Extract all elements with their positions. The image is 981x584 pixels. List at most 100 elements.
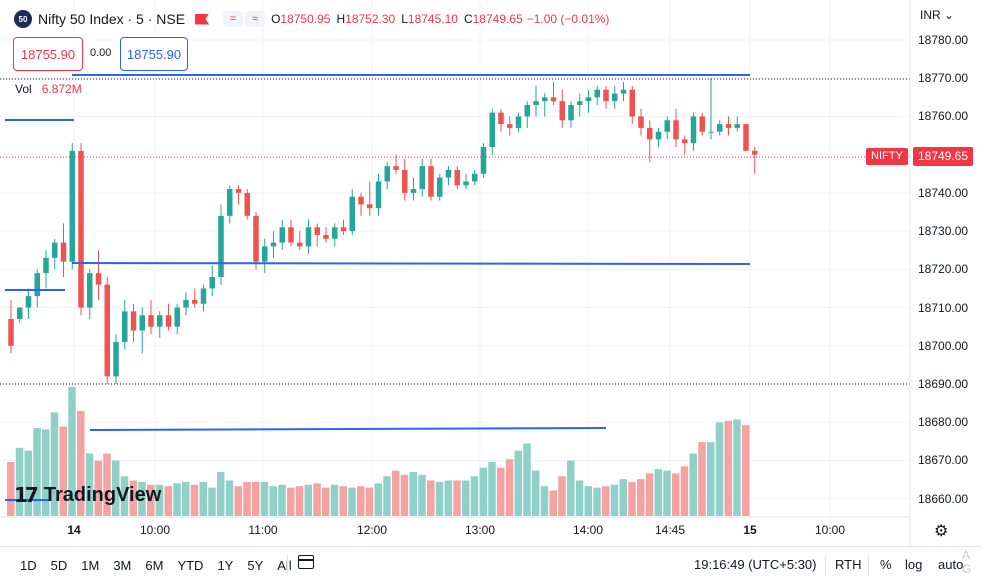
auto-scale-button[interactable]: auto: [938, 557, 964, 572]
buy-button[interactable]: 18755.90: [120, 37, 188, 71]
candle-body: [585, 97, 592, 102]
trend-line: [89, 427, 607, 431]
time-tick-label: 14:00: [572, 523, 604, 537]
range-1m[interactable]: 1M: [81, 558, 100, 573]
range-5y[interactable]: 5Y: [247, 558, 264, 573]
volume-bar: [252, 481, 260, 516]
volume-bar: [155, 484, 164, 516]
candle-body: [542, 97, 548, 102]
volume-bars: [7, 386, 750, 516]
volume-bar: [42, 429, 50, 516]
bottom-toolbar: 1D 5D 1M 3M 6M YTD 1Y 5Y All 19:16:49 (U…: [0, 546, 981, 584]
range-5d[interactable]: 5D: [50, 558, 68, 573]
tradingview-logo[interactable]: 17 TradingView: [14, 483, 161, 507]
sell-button[interactable]: 18755.90: [13, 37, 83, 71]
price-tick-label: 18660.00: [918, 491, 969, 506]
price-tick-label: 18700.00: [918, 338, 969, 353]
volume-bar: [707, 442, 715, 516]
volume-bar: [278, 484, 286, 516]
volume-bar: [304, 484, 312, 516]
candle-body: [620, 89, 627, 94]
range-1d[interactable]: 1D: [20, 558, 37, 573]
candle-body: [358, 196, 364, 205]
wave-icon[interactable]: ≈: [245, 11, 266, 27]
volume-bar: [374, 483, 382, 516]
time-tick-label: 11:00: [248, 523, 278, 537]
volume-bar: [698, 442, 706, 516]
price-tick-label: 18720.00: [918, 262, 969, 277]
candle-body: [60, 242, 67, 262]
candle-body: [603, 89, 609, 102]
percent-scale-button[interactable]: %: [880, 557, 892, 572]
ohlc-close: C18749.65: [463, 12, 523, 26]
indicator-toggles[interactable]: = ≈: [223, 11, 266, 27]
volume-label: Vol: [15, 82, 32, 96]
volume-bar: [689, 453, 697, 516]
candle-body: [17, 307, 23, 320]
candle-body: [218, 215, 224, 277]
ohlc-change: −1.00 (−0.01%): [526, 12, 610, 26]
volume-bar: [418, 474, 426, 516]
range-3m[interactable]: 3M: [113, 558, 132, 573]
volume-bar: [225, 480, 234, 516]
volume-bar: [357, 486, 365, 516]
log-scale-button[interactable]: log: [905, 557, 923, 572]
symbol-title[interactable]: Nifty 50 Index · 5 · NSE: [38, 11, 186, 27]
volume-bar: [479, 467, 487, 516]
price-tick-label: 18730.00: [918, 224, 969, 239]
candle-body: [192, 299, 198, 304]
candle-body: [717, 124, 723, 132]
volume-bar: [733, 419, 741, 516]
price-tick-label: 18670.00: [918, 453, 969, 468]
volume-bar: [409, 471, 417, 516]
candle-body: [279, 227, 285, 243]
volume-bar: [199, 481, 207, 516]
candle-body: [367, 204, 373, 209]
volume-bar: [532, 470, 540, 516]
equals-icon[interactable]: =: [223, 11, 244, 27]
time-tick-label: 15: [743, 523, 757, 537]
range-ytd[interactable]: YTD: [177, 558, 204, 573]
flag-icon[interactable]: [195, 13, 210, 25]
symbol-badge[interactable]: 50: [14, 10, 32, 28]
price-tick-label: 18740.00: [918, 185, 969, 200]
volume-bar: [182, 481, 190, 516]
candle-body: [174, 307, 180, 327]
candle-body: [437, 177, 443, 197]
volume-bar: [33, 427, 41, 516]
volume-bar: [7, 462, 15, 516]
candle-body: [95, 273, 102, 285]
clock-timezone[interactable]: 19:16:49 (UTC+5:30): [694, 557, 817, 572]
calendar-icon[interactable]: [298, 555, 314, 569]
volume-bar: [77, 410, 85, 516]
last-price-tag: 18749.65: [913, 147, 973, 166]
candle-body: [699, 116, 705, 132]
currency-selector[interactable]: INR ⌄: [920, 8, 955, 22]
range-6m[interactable]: 6M: [145, 558, 164, 573]
candle-body: [253, 215, 259, 262]
candle-body: [480, 147, 487, 174]
candle-body: [428, 166, 434, 197]
candle-body: [87, 273, 93, 308]
range-1y[interactable]: 1Y: [217, 558, 234, 573]
volume-bar: [50, 412, 59, 516]
volume-bar: [619, 479, 627, 516]
volume-bar: [567, 460, 575, 516]
range-all[interactable]: All: [277, 558, 292, 573]
volume-bar: [610, 484, 619, 516]
volume-bar: [173, 483, 181, 516]
session-button[interactable]: RTH: [835, 557, 862, 572]
volume-bar: [470, 476, 479, 516]
gear-icon[interactable]: ⚙: [934, 523, 949, 540]
grid-lines: [0, 0, 910, 517]
volume-legend[interactable]: Vol 6.872M: [15, 82, 82, 96]
candle-body: [655, 131, 662, 140]
toolbar-divider: [868, 555, 869, 575]
volume-bar: [322, 487, 330, 516]
volume-bar: [190, 484, 199, 516]
candle-body: [463, 181, 469, 186]
volume-bar: [497, 467, 505, 516]
price-tick-label: 18770.00: [918, 71, 969, 86]
volume-bar: [680, 466, 689, 516]
